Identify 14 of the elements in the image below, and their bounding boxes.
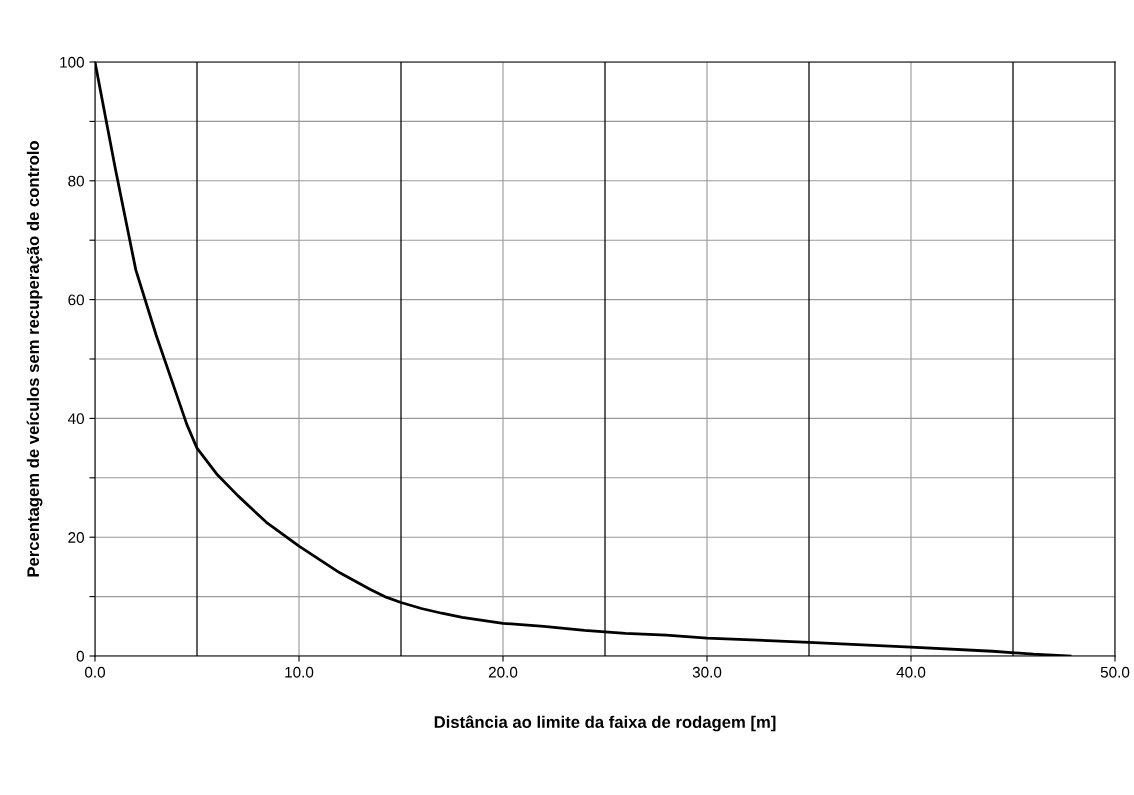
x-tick-label: 10.0 xyxy=(285,666,314,678)
x-axis-title: Distância ao limite da faixa de rodagem [m] xyxy=(434,715,776,732)
y-tick-label: 20 xyxy=(68,532,84,543)
x-tick-label: 40.0 xyxy=(896,666,926,678)
y-tick-label: 60 xyxy=(68,294,84,306)
y-tick-label: 100 xyxy=(60,56,84,68)
x-tick-label: 30.0 xyxy=(692,666,722,678)
x-tick-label: 20.0 xyxy=(488,666,518,678)
y-tick-label: 40 xyxy=(67,413,84,425)
y-tick-label: 80 xyxy=(68,175,84,187)
y-tick-label: 0 xyxy=(76,650,84,662)
x-tick-label: 50.0 xyxy=(1100,666,1130,678)
x-tick-label: 0.0 xyxy=(84,666,106,678)
y-axis-title: Percentagem de veículos sem recuperação de controlo xyxy=(26,141,43,577)
